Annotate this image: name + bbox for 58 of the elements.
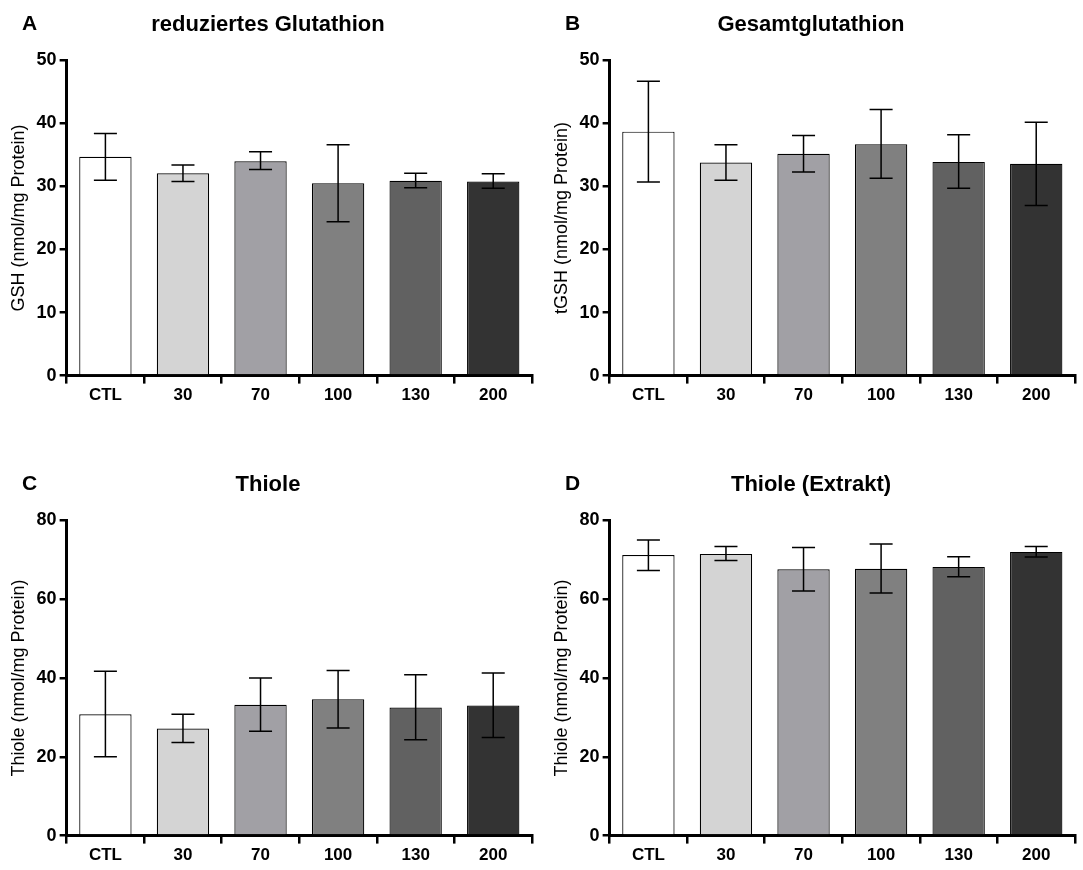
x-tick-label: 200 xyxy=(1022,845,1051,865)
y-tick-label: 0 xyxy=(589,824,600,845)
y-tick-label: 0 xyxy=(589,364,600,385)
x-tick-label: 130 xyxy=(944,385,973,405)
x-tick-label: 130 xyxy=(401,385,430,405)
x-tick-label: 100 xyxy=(323,845,353,865)
x-tick-label: 100 xyxy=(866,385,896,405)
chart-title: Thiole xyxy=(235,471,301,497)
x-tick-label: 100 xyxy=(323,385,353,405)
y-tick-label: 10 xyxy=(36,301,57,322)
x-tick-label: CTL xyxy=(631,845,665,865)
y-axis-title: Thiole (nmol/mg Protein) xyxy=(550,579,571,777)
y-axis-title: tGSH (nmol/mg Protein) xyxy=(550,121,571,315)
text: A xyxy=(22,10,38,34)
x-tick-label: 70 xyxy=(794,385,813,405)
y-tick-label: 40 xyxy=(579,112,600,133)
chart-title: Gesamtglutathion xyxy=(717,11,905,37)
chart-title: Thiole (Extrakt) xyxy=(730,471,892,497)
y-axis-title: Thiole (nmol/mg Protein) xyxy=(7,579,28,777)
x-tick-label: 70 xyxy=(251,385,270,405)
text: C xyxy=(22,470,38,494)
x-tick-label: CTL xyxy=(88,385,122,405)
x-tick-label: 100 xyxy=(866,845,896,865)
y-tick-label: 10 xyxy=(579,301,600,322)
y-axis-title: GSH (nmol/mg Protein) xyxy=(7,124,28,312)
text: D xyxy=(565,470,581,494)
y-tick-label: 40 xyxy=(579,666,600,687)
x-tick-label: 30 xyxy=(716,385,736,405)
y-tick-label: 80 xyxy=(36,509,57,530)
x-tick-label: 130 xyxy=(944,845,973,865)
y-tick-label: 30 xyxy=(579,175,600,196)
text: B xyxy=(565,10,581,34)
y-tick-label: 80 xyxy=(579,509,600,530)
y-tick-label: 50 xyxy=(36,49,57,70)
y-tick-label: 60 xyxy=(579,588,600,609)
y-tick-label: 0 xyxy=(46,364,57,385)
y-tick-label: 40 xyxy=(36,112,57,133)
y-tick-label: 30 xyxy=(36,175,57,196)
x-tick-label: 70 xyxy=(794,845,813,865)
y-tick-label: 0 xyxy=(46,824,57,845)
y-tick-label: 20 xyxy=(36,238,57,259)
chart-title: reduziertes Glutathion xyxy=(151,11,385,37)
x-tick-label: 200 xyxy=(479,385,508,405)
y-tick-label: 50 xyxy=(579,49,600,70)
x-tick-label: CTL xyxy=(631,385,665,405)
x-tick-label: CTL xyxy=(88,845,122,865)
y-tick-label: 60 xyxy=(36,588,57,609)
y-tick-label: 20 xyxy=(579,745,600,766)
y-tick-label: 20 xyxy=(579,238,600,259)
x-tick-label: 70 xyxy=(251,845,270,865)
y-tick-label: 40 xyxy=(36,666,57,687)
x-tick-label: 30 xyxy=(173,845,193,865)
x-tick-label: 30 xyxy=(716,845,736,865)
x-tick-label: 30 xyxy=(173,385,193,405)
x-tick-label: 130 xyxy=(401,845,430,865)
x-tick-label: 200 xyxy=(479,845,508,865)
x-tick-label: 200 xyxy=(1022,385,1051,405)
y-tick-label: 20 xyxy=(36,745,57,766)
